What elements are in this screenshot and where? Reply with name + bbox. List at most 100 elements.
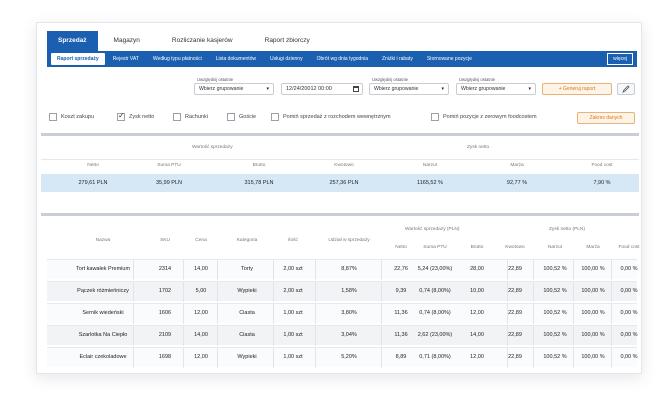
subnav-stornowane-pozycje[interactable]: Stornowane pozycje bbox=[426, 56, 472, 62]
detail-header-kategoria: Kategoria bbox=[236, 238, 258, 243]
grouping-select-3[interactable]: Wbierz grupowanie ▾ bbox=[456, 83, 536, 95]
summary-divider bbox=[41, 159, 639, 160]
grouping-select-2[interactable]: Wbierz grupowanie ▾ bbox=[369, 83, 449, 95]
more-button[interactable]: więcej bbox=[607, 53, 633, 65]
checkbox-goscie[interactable]: Goście bbox=[227, 113, 256, 121]
section-divider bbox=[41, 133, 639, 136]
checkbox-rachunki[interactable]: Rachunki bbox=[173, 113, 208, 121]
cell-suma-ptu: 5,24 (23,00%) bbox=[417, 266, 453, 272]
subnav-uslugi-dzienny[interactable]: Usługi dzienny bbox=[270, 56, 303, 62]
caret-down-icon: ▾ bbox=[528, 86, 531, 92]
column-divider bbox=[315, 326, 316, 346]
cell-nazwa: Sernik wiedeński bbox=[82, 310, 124, 316]
detail-header-marza: Marża bbox=[586, 245, 600, 250]
checkbox-koszt-zakupu[interactable]: Koszt zakupu bbox=[49, 113, 94, 121]
grouping-select-1-value: Wbierz grupowanie bbox=[199, 86, 244, 92]
detail-header-suma-ptu: Suma PTU bbox=[423, 245, 447, 250]
section-divider bbox=[41, 213, 639, 216]
detail-header-udzial: Udział w sprzedaży bbox=[328, 238, 370, 243]
cell-narzut: 100,52 % bbox=[543, 288, 567, 294]
column-divider bbox=[533, 260, 534, 280]
data-range-button[interactable]: Zakres danych bbox=[577, 112, 635, 124]
cell-sku: 2314 bbox=[158, 266, 172, 272]
edit-button[interactable] bbox=[617, 83, 635, 95]
column-divider bbox=[381, 326, 382, 346]
detail-header-netto: Netto bbox=[395, 245, 407, 250]
calendar-icon[interactable] bbox=[353, 86, 359, 92]
subnav-rejestr-vat[interactable]: Rejestr VAT bbox=[112, 56, 139, 62]
column-divider bbox=[611, 260, 612, 280]
subnav-raport-sprzedazy[interactable]: Raport sprzedaży bbox=[51, 53, 105, 65]
generate-report-button[interactable]: + Generuj raport bbox=[542, 83, 612, 95]
column-divider bbox=[217, 282, 218, 302]
cell-narzut: 100,52 % bbox=[543, 354, 567, 360]
checkbox-pomin-foodcost[interactable]: Pomiń pozycje z zerowym foodcostem bbox=[431, 113, 537, 121]
checkbox-label: Pomiń sprzedaż z rozchodem wewnętrznym bbox=[283, 114, 391, 120]
checkbox-label: Pomiń pozycje z zerowym foodcostem bbox=[443, 114, 537, 120]
checkbox-label: Zysk netto bbox=[129, 114, 155, 120]
caret-down-icon: ▾ bbox=[266, 86, 269, 92]
cell-kategoria: Torty bbox=[241, 266, 253, 272]
detail-group-profit: Zysk netto (PLN) bbox=[549, 227, 585, 232]
cell-ilosc: 2,00 szt bbox=[283, 266, 303, 272]
cell-netto: 11,36 bbox=[394, 310, 408, 316]
column-divider bbox=[273, 304, 274, 324]
column-divider bbox=[573, 304, 574, 324]
tab-magazyn[interactable]: Magazyn bbox=[113, 37, 140, 44]
column-divider bbox=[381, 304, 382, 324]
subnav-obrot-dzien-tygodnia[interactable]: Obrót wg dnia tygodnia bbox=[316, 56, 368, 62]
column-divider bbox=[573, 260, 574, 280]
cell-netto: 9,39 bbox=[395, 288, 407, 294]
summary-value-netto: 279,61 PLN bbox=[78, 180, 108, 186]
column-divider bbox=[315, 282, 316, 302]
subnav-typ-platnosci[interactable]: Według typu płatności bbox=[152, 56, 202, 62]
checkbox-zysk-netto[interactable]: Zysk netto bbox=[117, 111, 155, 121]
column-divider bbox=[183, 326, 184, 346]
options-row: Koszt zakupu Zysk netto Rachunki Goście … bbox=[47, 111, 637, 123]
checkbox-pomin-rozchod[interactable]: Pomiń sprzedaż z rozchodem wewnętrznym bbox=[271, 113, 391, 121]
cell-kwotowo: 22,89 bbox=[508, 332, 522, 338]
cell-marza: 100,00 % bbox=[581, 266, 605, 272]
tab-rozliczanie-kasjerow[interactable]: Rozliczanie kasjerów bbox=[171, 37, 233, 44]
column-divider bbox=[533, 348, 534, 368]
detail-group-sales: Wartość sprzedaży (PLN) bbox=[405, 227, 460, 232]
column-divider bbox=[611, 304, 612, 324]
column-divider bbox=[315, 260, 316, 280]
column-divider bbox=[133, 348, 134, 368]
column-divider bbox=[381, 348, 382, 368]
cell-kategoria: Wypieki bbox=[237, 288, 257, 294]
checkbox-label: Rachunki bbox=[185, 114, 208, 120]
cell-nazwa: Szarlotka Na Ciepło bbox=[78, 332, 128, 338]
summary-value-marza: 92,77 % bbox=[506, 180, 528, 186]
checkbox-box bbox=[173, 113, 181, 121]
table-row[interactable]: Pączek różmieńniczy 1702 5,00 Wypieki 2,00 s… bbox=[47, 281, 638, 302]
column-divider bbox=[573, 326, 574, 346]
grouping-select-3-value: Wbierz grupowanie bbox=[461, 86, 506, 92]
table-row[interactable]: Sernik wiedeński 1606 12,00 Ciasta 1,00 szt 3… bbox=[47, 303, 638, 324]
cell-kwotowo: 22,89 bbox=[508, 266, 522, 272]
date-input[interactable]: 12/24/20012 00:00 bbox=[281, 83, 363, 95]
table-row[interactable]: Szarlotka Na Ciepło 2109 14,00 Ciasta 1,00 s… bbox=[47, 325, 638, 346]
tab-sprzedaz[interactable]: Sprzedaż bbox=[47, 31, 98, 51]
pencil-icon bbox=[622, 85, 630, 93]
column-divider bbox=[217, 326, 218, 346]
cell-suma-ptu: 0,74 (8,00%) bbox=[419, 288, 451, 294]
column-divider bbox=[507, 260, 508, 280]
table-row[interactable]: Tort kawałek Premium 2314 14,00 Torty 2,00 s… bbox=[47, 259, 638, 280]
column-divider bbox=[611, 282, 612, 302]
cell-cena: 12,00 bbox=[194, 310, 208, 316]
cell-udzial: 3,80% bbox=[341, 310, 357, 316]
summary-header-ptu: Suma PTU bbox=[157, 163, 181, 168]
column-divider bbox=[381, 260, 382, 280]
column-divider bbox=[183, 348, 184, 368]
tab-raport-zbiorczy[interactable]: Raport zbiorczy bbox=[264, 37, 310, 44]
cell-netto: 22,76 bbox=[394, 266, 408, 272]
table-row[interactable]: Eclair czekoladowe 1698 12,00 Wypieki 1,00 s… bbox=[47, 347, 638, 368]
checkbox-box bbox=[227, 113, 235, 121]
subnav-znizki-rabaty[interactable]: Zniżki i rabaty bbox=[382, 56, 413, 62]
summary-group-profit: Zysk netto bbox=[467, 145, 490, 150]
cell-marza: 100,00 % bbox=[581, 332, 605, 338]
grouping-select-1[interactable]: Wbierz grupowanie ▾ bbox=[194, 83, 274, 95]
subnav-lista-dokumentow[interactable]: Lista dokumentów bbox=[215, 56, 257, 62]
cell-kategoria: Ciasta bbox=[239, 332, 255, 338]
